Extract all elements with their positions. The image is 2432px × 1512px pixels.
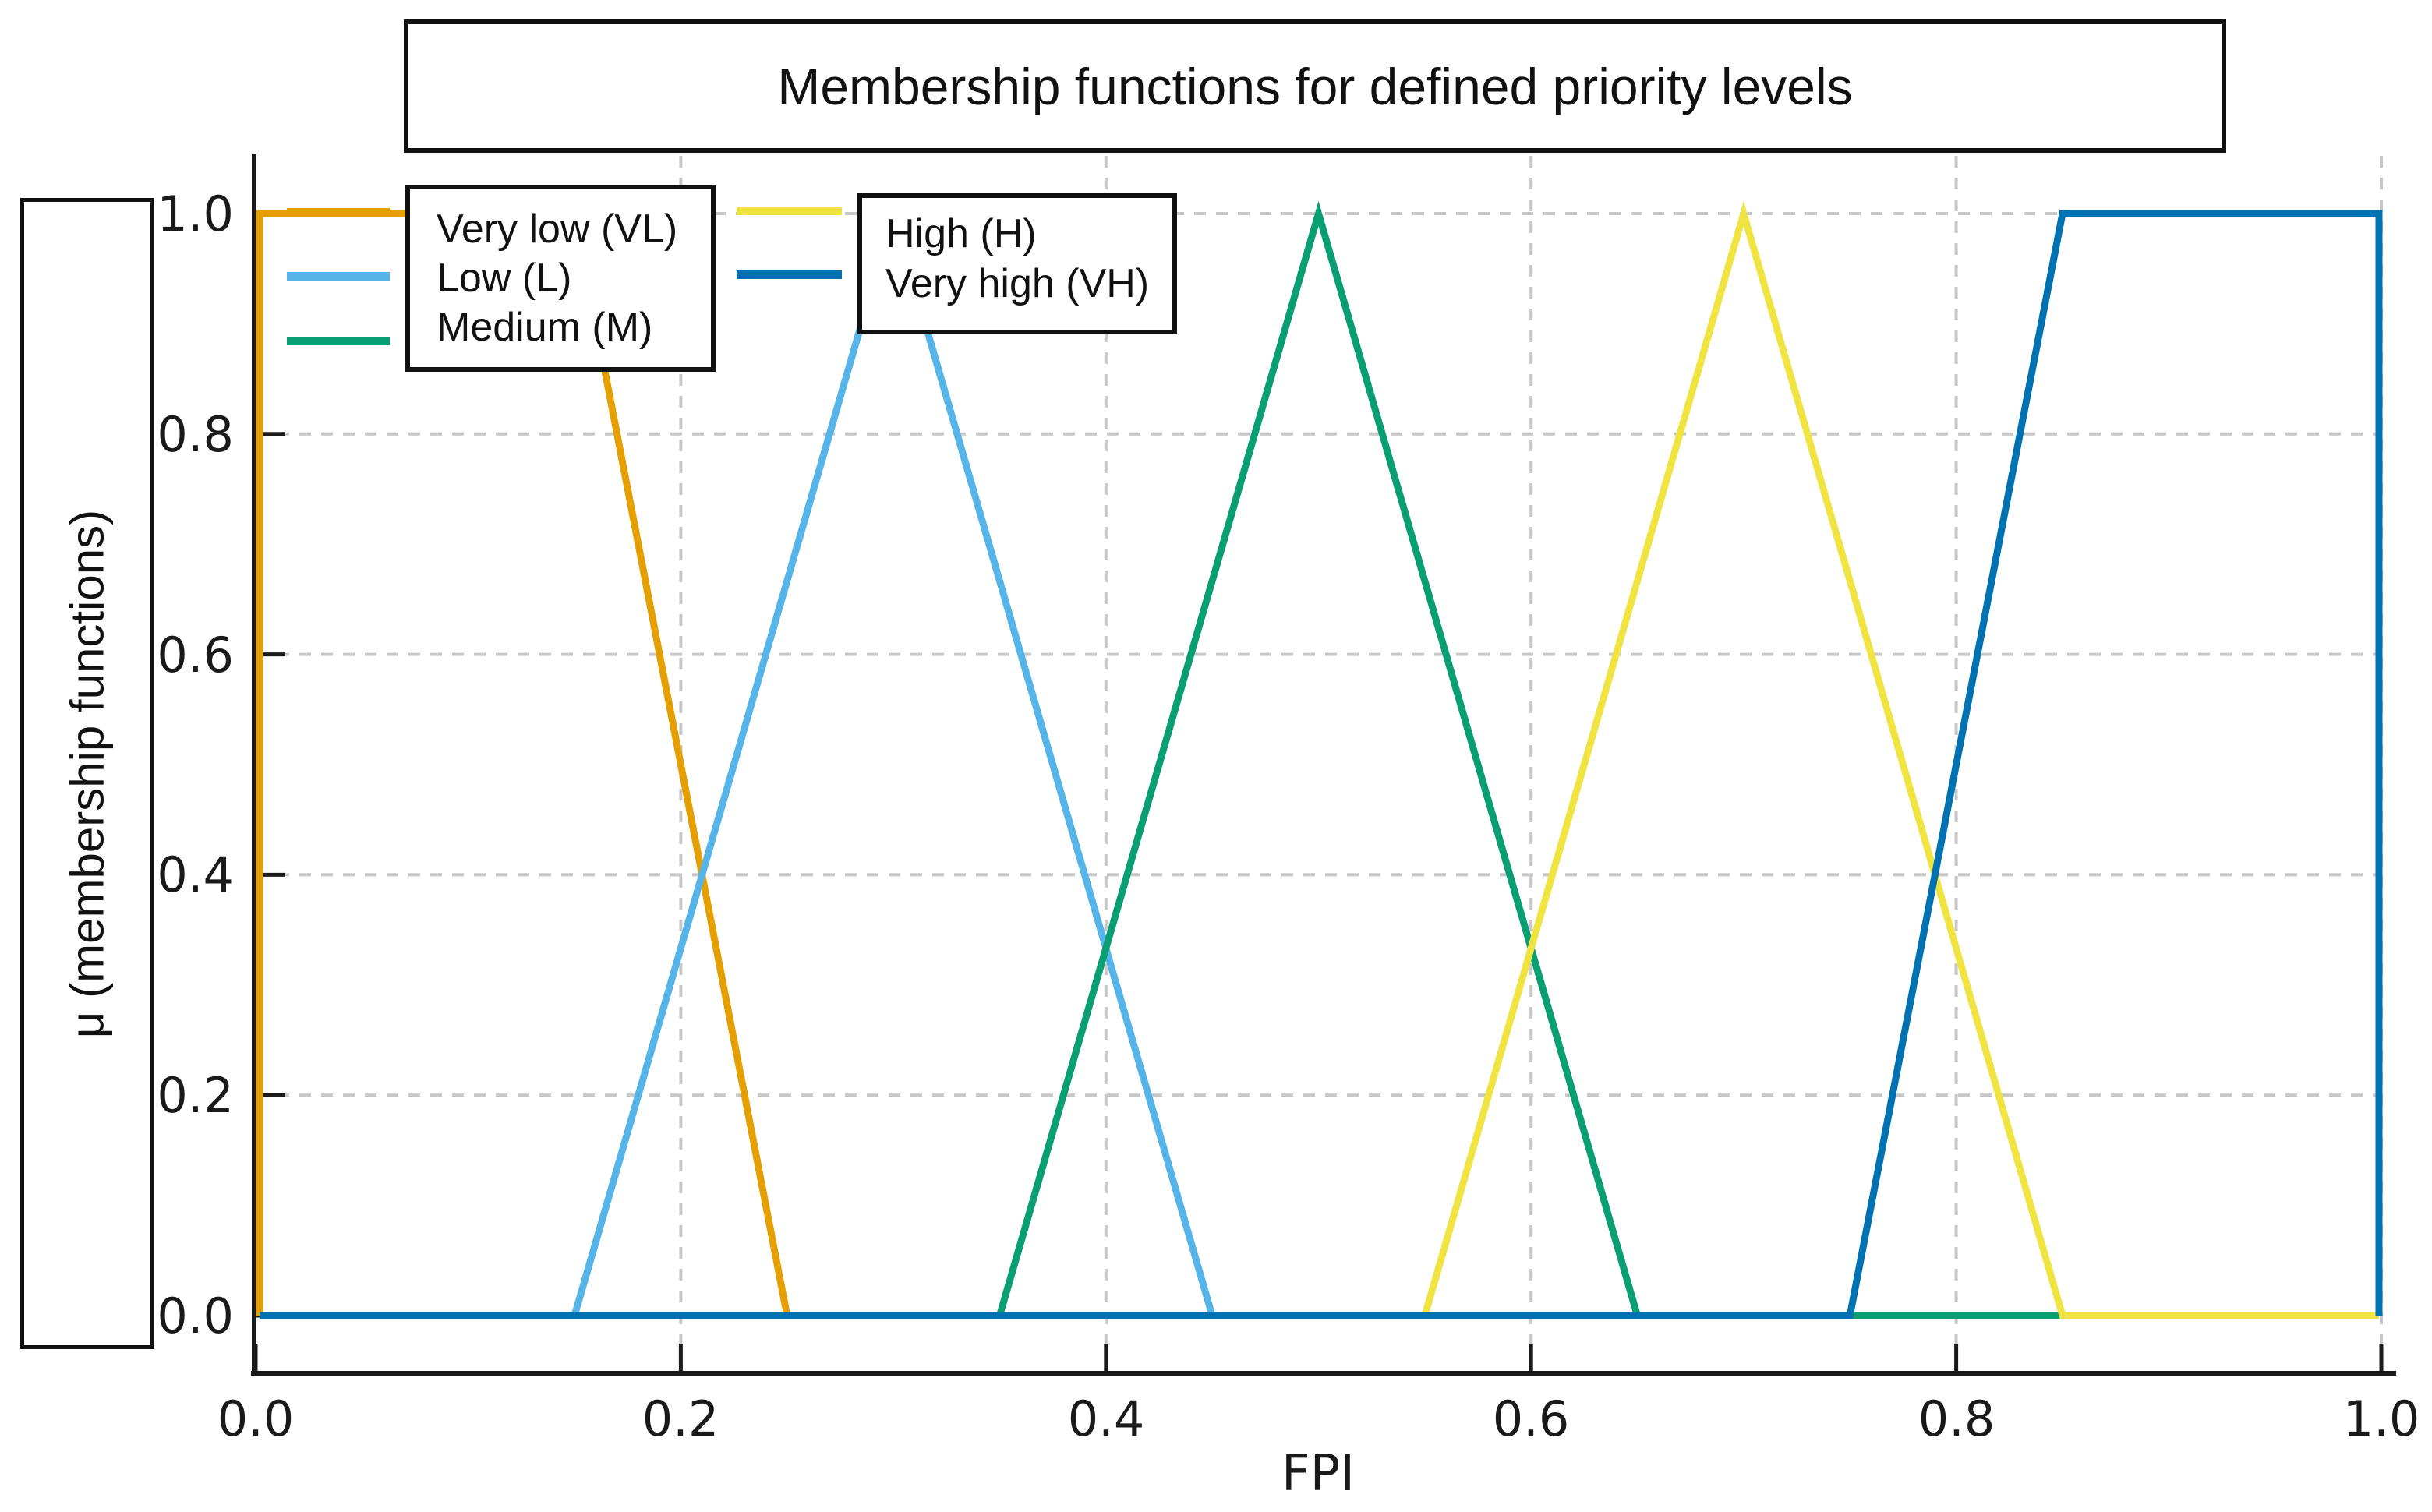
legend-item-low: Low (L)	[437, 256, 572, 301]
x-tick-label-5: 1.0	[2343, 1390, 2420, 1447]
axes-spines-and-ticks	[251, 154, 2396, 1376]
legend-swatch-medium	[287, 337, 390, 345]
legend-box-2: High (H) Very high (VH)	[857, 193, 1177, 334]
y-tick-label-5: 1.0	[157, 185, 234, 242]
y-tick-label-2: 0.4	[157, 846, 234, 903]
curve-vl	[256, 210, 2379, 1319]
legend-swatch-very-low	[287, 208, 390, 217]
y-tick-label-1: 0.2	[157, 1067, 234, 1124]
legend-swatch-low	[287, 272, 390, 281]
x-axis-label: FPI	[1281, 1445, 1355, 1503]
legend-item-high: High (H)	[885, 211, 1037, 256]
curve-vh	[260, 210, 2383, 1319]
y-tick-label-0: 0.0	[157, 1288, 234, 1344]
y-tick-label-3: 0.6	[157, 627, 234, 684]
chart-title: Membership functions for defined priorit…	[777, 57, 1853, 115]
curve-h	[260, 200, 2379, 1319]
y-axis-label: μ (membership functions)	[61, 509, 114, 1038]
legend-box-1: Very low (VL) Low (L) Medium (M)	[405, 185, 716, 372]
curve-l	[260, 200, 2379, 1319]
x-tick-label-0: 0.0	[217, 1390, 295, 1447]
legend-swatch-high	[737, 207, 842, 215]
x-tick-label-2: 0.4	[1068, 1390, 1145, 1447]
curve-m	[260, 200, 2379, 1319]
legend-item-medium: Medium (M)	[437, 305, 653, 350]
x-tick-label-4: 0.8	[1918, 1390, 1995, 1447]
y-tick-label-4: 0.8	[157, 406, 234, 463]
x-tick-label-1: 0.2	[642, 1390, 719, 1447]
ylabel-box: μ (membership functions)	[20, 198, 154, 1349]
membership-curves	[256, 200, 2383, 1319]
x-tick-labels: 0.0 0.2 0.4 0.6 0.8 1.0	[217, 1390, 2420, 1447]
legend-item-very-low: Very low (VL)	[437, 207, 678, 252]
x-tick-label-3: 0.6	[1493, 1390, 1570, 1447]
y-tick-labels: 0.0 0.2 0.4 0.6 0.8 1.0	[157, 185, 234, 1344]
legend-swatch-very-high	[737, 270, 842, 279]
title-box: Membership functions for defined priorit…	[404, 19, 2226, 153]
legend-item-very-high: Very high (VH)	[885, 261, 1150, 306]
